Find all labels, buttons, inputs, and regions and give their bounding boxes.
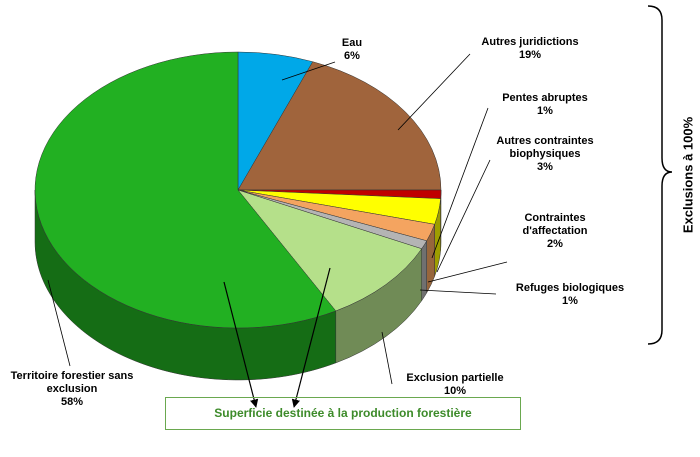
leader-line [397, 53, 471, 131]
label-name: Pentes abruptes [502, 92, 588, 104]
label-name: Contraintes d'affectation [522, 212, 588, 237]
leader-line [281, 61, 336, 81]
leader-line [436, 159, 491, 273]
leader-line [47, 279, 71, 367]
label-value: 10% [443, 385, 467, 397]
annotation-box: Superficie destinée à la production fore… [165, 397, 521, 430]
slice [237, 189, 423, 312]
leader-line [381, 331, 393, 385]
annotation: Exclusions à 100% [680, 116, 696, 234]
label-value: 58% [60, 396, 84, 408]
label-value: 6% [344, 50, 360, 62]
label-value: 1% [562, 295, 578, 307]
slice [34, 51, 337, 329]
slice-label: Autres contraintes biophysiques 3% [483, 135, 608, 174]
slice-label: Refuges biologiques 1% [495, 282, 645, 308]
arrow [223, 281, 259, 408]
label-name: Exclusion partielle [406, 372, 504, 384]
label-value: 3% [537, 161, 553, 173]
leader-line [419, 289, 497, 295]
label-name: Eau [341, 37, 363, 49]
brace [647, 5, 673, 345]
arrow [291, 267, 331, 408]
leader-line [427, 261, 508, 283]
label-value: 1% [537, 105, 553, 117]
slice-label: Territoire forestier sans exclusion 58% [10, 370, 135, 409]
label-value: 19% [518, 49, 542, 61]
leaders [47, 53, 508, 385]
label-name: Refuges biologiques [515, 282, 625, 294]
label-value: 2% [547, 238, 563, 250]
slice-label: Pentes abruptes 1% [470, 92, 620, 118]
leader-line [431, 107, 489, 259]
slice-label: Eau 6% [307, 37, 397, 63]
slices [34, 51, 442, 381]
slice-side [421, 239, 427, 302]
slice-label: Autres juridictions 19% [455, 36, 605, 62]
label-name: Autres juridictions [481, 36, 579, 48]
slice-label: Exclusion partielle 10% [380, 372, 530, 398]
slice-label: Contraintes d'affectation 2% [505, 212, 605, 251]
label-name: Territoire forestier sans exclusion [10, 370, 134, 395]
slice [237, 61, 442, 191]
label-name: Autres contraintes biophysiques [496, 135, 594, 160]
